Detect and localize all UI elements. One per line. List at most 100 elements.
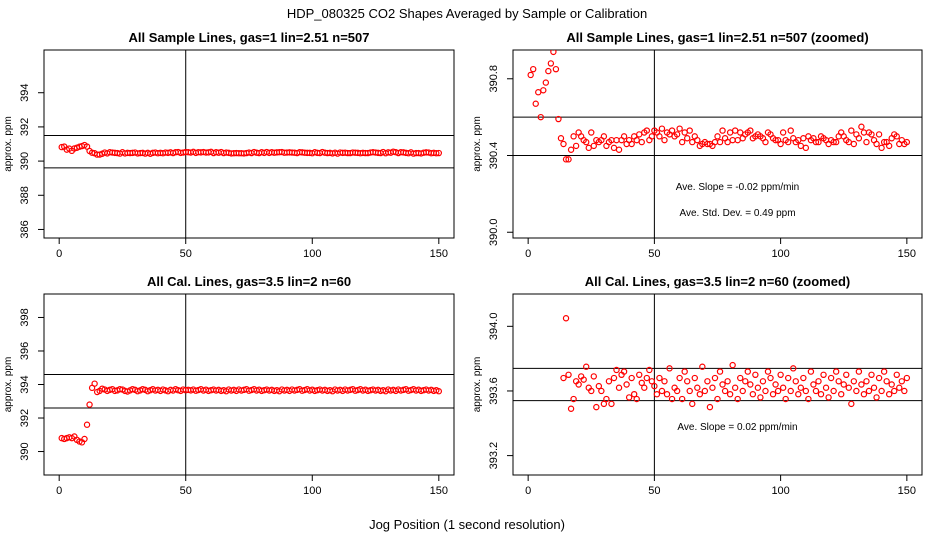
data-point — [896, 384, 903, 391]
data-point — [590, 142, 597, 150]
data-point — [643, 127, 651, 134]
data-point — [855, 368, 863, 375]
y-tick-label: 388 — [19, 186, 31, 204]
data-point — [580, 376, 587, 383]
data-point — [800, 374, 807, 382]
data-point — [562, 156, 570, 163]
data-point — [701, 387, 709, 395]
data-point — [815, 378, 822, 385]
data-point — [628, 140, 635, 148]
x-tick-label: 150 — [898, 485, 916, 497]
data-point — [784, 374, 792, 382]
data-point — [583, 363, 590, 370]
data-point — [567, 146, 575, 153]
y-tick-label: 390.4 — [488, 142, 500, 170]
data-point — [91, 380, 98, 387]
data-point — [716, 368, 724, 375]
y-tick-label: 393.6 — [488, 377, 500, 405]
plot-frame — [43, 293, 455, 476]
data-point — [769, 390, 777, 398]
data-point — [658, 387, 666, 395]
data-point — [625, 394, 633, 401]
y-tick-label: 392 — [19, 118, 31, 136]
data-point — [651, 382, 658, 390]
data-point — [830, 138, 837, 146]
data-point — [878, 387, 885, 395]
y-tick-label: 394 — [19, 84, 31, 102]
data-point — [590, 373, 597, 380]
y-tick-label: 390.8 — [488, 65, 500, 93]
data-point — [583, 138, 590, 146]
data-point — [888, 381, 895, 388]
data-point — [537, 113, 544, 121]
data-point — [575, 381, 582, 388]
data-point — [83, 421, 91, 428]
data-point — [598, 387, 605, 395]
data-point — [734, 136, 741, 144]
data-point — [873, 394, 880, 401]
data-point — [641, 384, 648, 391]
x-tick-label: 50 — [648, 248, 660, 260]
data-point — [610, 144, 618, 152]
data-point — [853, 387, 860, 395]
data-point — [673, 387, 681, 395]
data-point — [608, 400, 615, 408]
data-point — [673, 131, 681, 138]
x-tick-label: 0 — [56, 485, 62, 497]
data-point — [762, 138, 769, 146]
x-tick-label: 150 — [898, 248, 916, 260]
data-point — [686, 387, 693, 395]
data-point — [820, 371, 827, 379]
y-tick-label: 392 — [19, 409, 31, 427]
data-point — [812, 138, 820, 146]
data-point — [868, 371, 875, 379]
x-tick-label: 50 — [180, 485, 192, 497]
data-point — [762, 387, 769, 395]
data-point — [878, 144, 885, 152]
data-point — [754, 384, 762, 391]
data-point — [435, 149, 443, 157]
data-point — [661, 136, 668, 144]
annotation-text: Ave. Slope = 0.02 ppm/min — [677, 422, 797, 433]
panel-p3: All Cal. Lines, gas=3.5 lin=2 n=60 approx… — [3, 274, 455, 497]
data-point — [545, 67, 552, 75]
data-point — [787, 387, 794, 395]
data-point — [868, 131, 875, 138]
data-point — [560, 374, 567, 382]
data-point — [858, 381, 865, 388]
data-point — [739, 387, 746, 395]
data-point — [832, 368, 840, 375]
x-tick-label: 100 — [771, 485, 789, 497]
data-point — [875, 374, 883, 382]
data-point — [885, 390, 893, 398]
data-point — [805, 395, 812, 403]
data-point — [691, 374, 698, 382]
data-point — [812, 387, 820, 395]
data-point — [560, 140, 567, 148]
data-point — [779, 129, 787, 136]
data-point — [802, 144, 810, 152]
series-points — [527, 50, 911, 163]
data-point — [724, 378, 731, 385]
x-tick-label: 50 — [648, 485, 660, 497]
y-tick-label: 386 — [19, 220, 31, 238]
data-point — [865, 387, 873, 395]
data-point — [860, 129, 868, 136]
y-tick-label: 394.0 — [488, 313, 500, 341]
data-point — [570, 133, 577, 140]
data-point — [588, 387, 595, 395]
data-point — [767, 374, 774, 382]
data-point — [850, 140, 858, 148]
data-point — [731, 127, 739, 134]
panel-title: All Cal. Lines, gas=3.5 lin=2 n=60 (zoom… — [585, 274, 851, 289]
data-point — [810, 381, 817, 388]
data-point — [777, 140, 784, 148]
data-point — [772, 136, 779, 144]
data-point — [747, 127, 754, 134]
data-point — [825, 394, 832, 401]
data-point — [873, 140, 880, 148]
data-point — [724, 138, 731, 146]
data-point — [704, 378, 711, 385]
